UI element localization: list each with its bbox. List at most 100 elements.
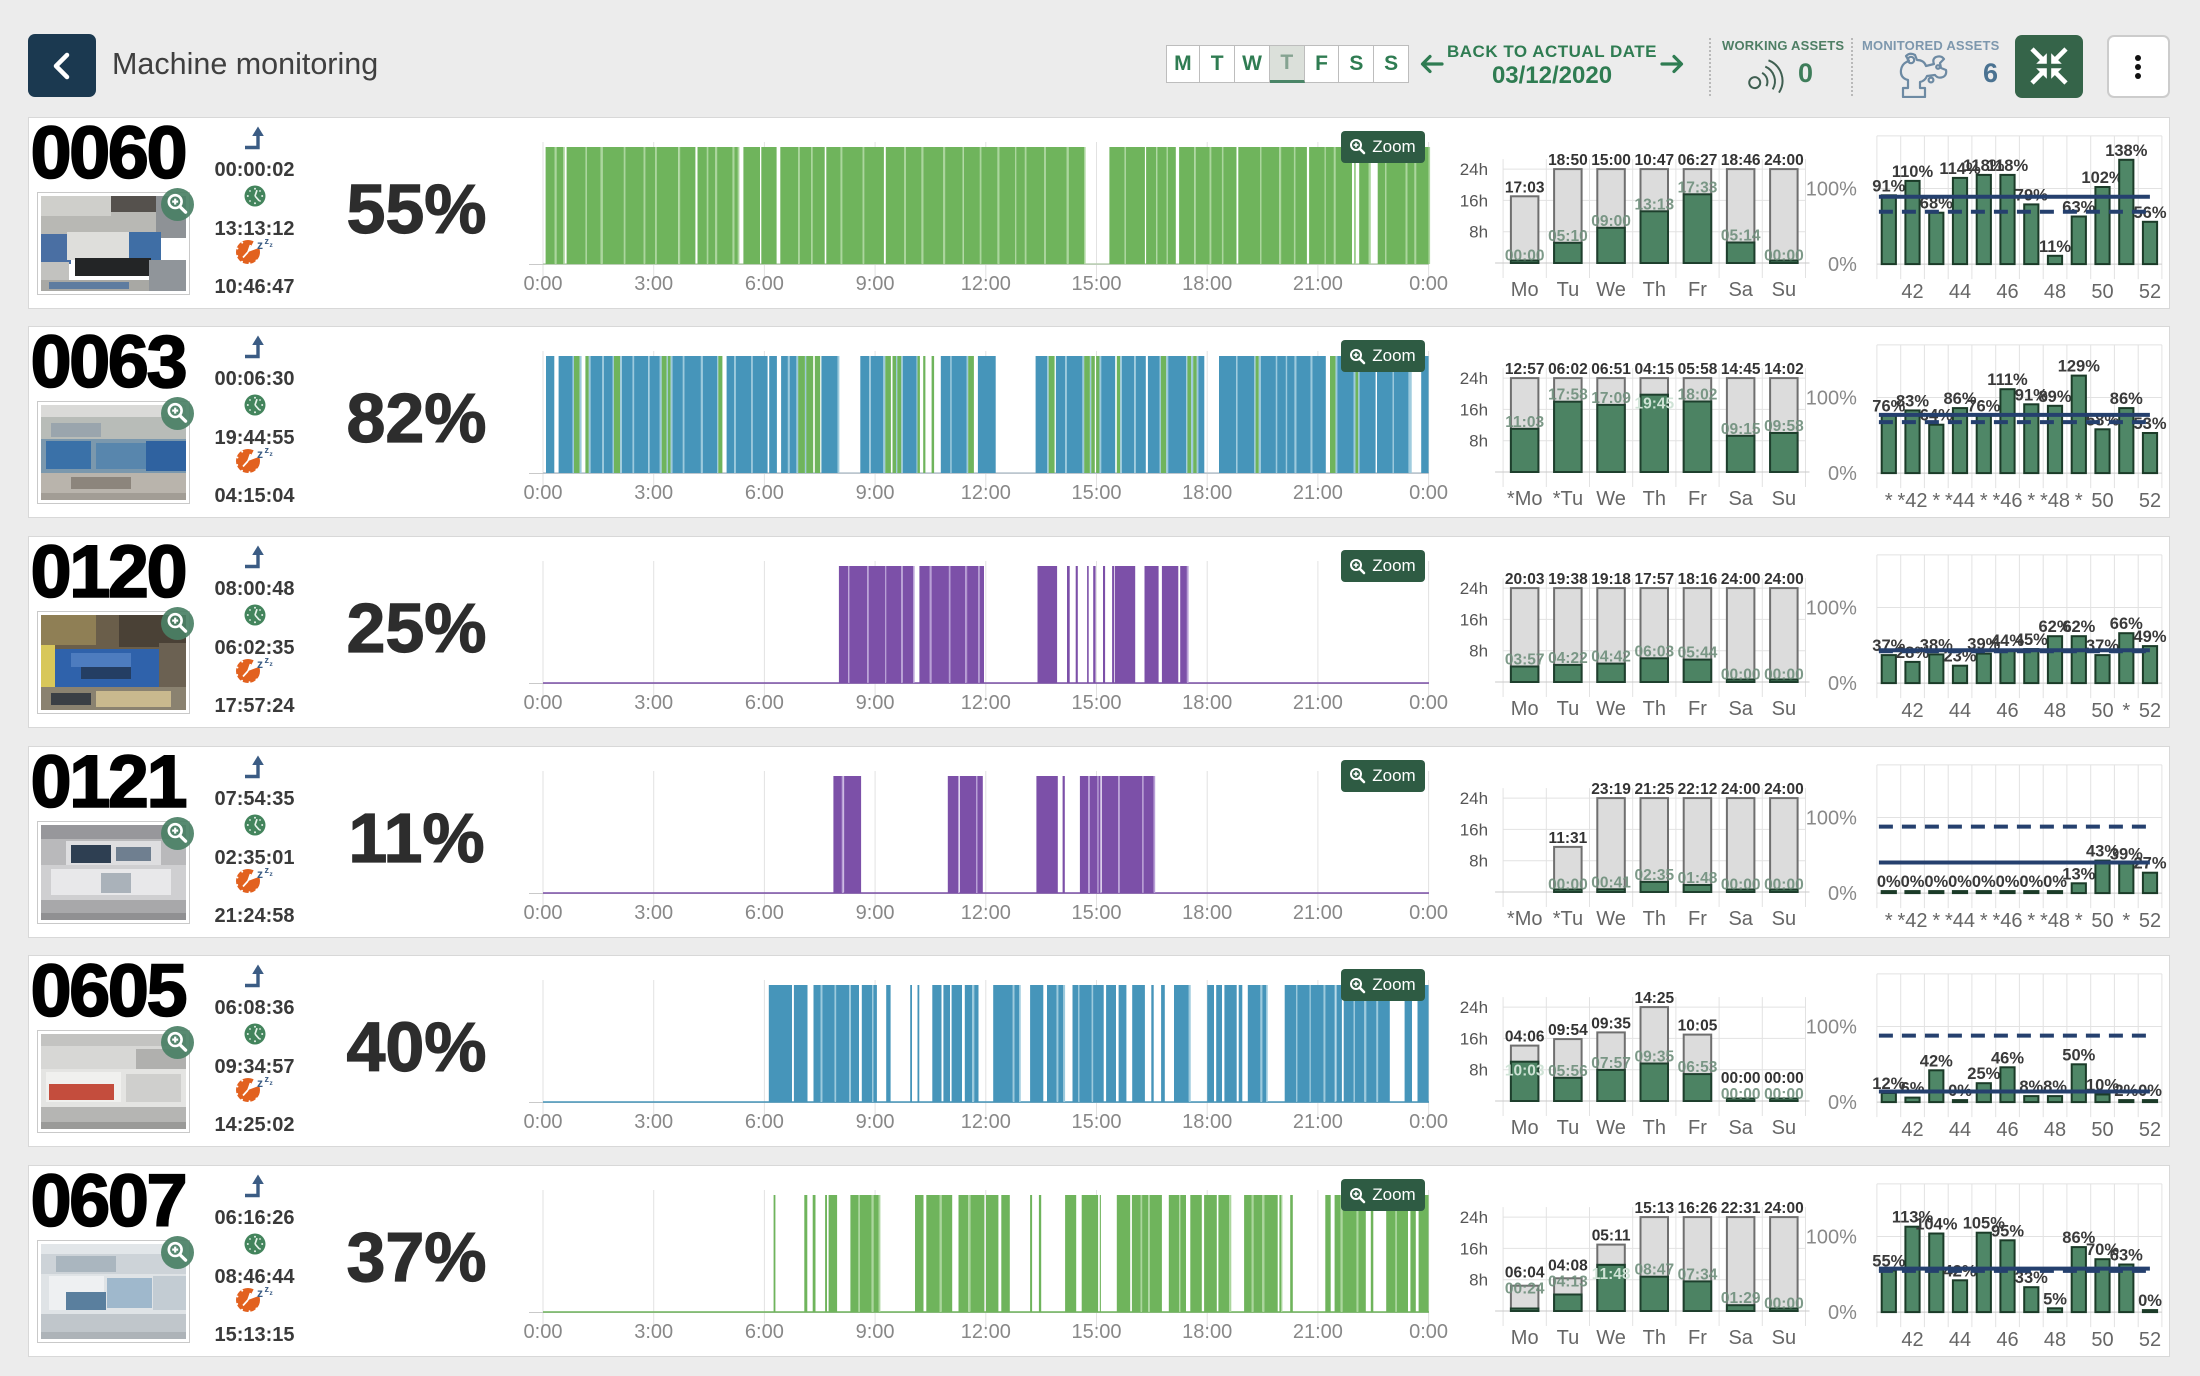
svg-text:3:00: 3:00: [634, 482, 673, 504]
svg-text:04:08: 04:08: [1548, 1257, 1588, 1274]
svg-text:18:00: 18:00: [1182, 1321, 1232, 1343]
svg-text:0:00: 0:00: [523, 1321, 562, 1343]
svg-text:27%: 27%: [2133, 854, 2166, 872]
svg-text:Th: Th: [1642, 488, 1665, 510]
svg-text:6:00: 6:00: [744, 692, 783, 714]
svg-text:Mo: Mo: [1510, 1327, 1538, 1349]
svg-text:*: *: [2027, 490, 2035, 512]
svg-text:44%: 44%: [1990, 632, 2023, 650]
svg-text:12:00: 12:00: [960, 902, 1010, 924]
svg-text:86%: 86%: [1943, 390, 1976, 408]
svg-text:113%: 113%: [1891, 1209, 1933, 1227]
svg-text:Sa: Sa: [1728, 279, 1753, 301]
svg-text:*42: *42: [1897, 490, 1927, 512]
svg-text:22:12: 22:12: [1677, 781, 1717, 798]
svg-text:100%: 100%: [1805, 1227, 1856, 1249]
svg-text:Tu: Tu: [1556, 1327, 1579, 1349]
svg-text:50: 50: [2091, 1329, 2113, 1351]
svg-text:11:03: 11:03: [1505, 414, 1544, 431]
svg-text:z: z: [257, 657, 263, 671]
svg-text:105%: 105%: [1962, 1215, 2005, 1233]
svg-text:100%: 100%: [1805, 598, 1856, 620]
svg-text:Su: Su: [1771, 1327, 1795, 1349]
svg-text:48: 48: [2043, 281, 2065, 303]
svg-text:01:48: 01:48: [1677, 870, 1717, 887]
svg-text:0%: 0%: [2019, 873, 2043, 891]
svg-text:12:00: 12:00: [960, 273, 1010, 295]
svg-text:*: *: [2122, 910, 2130, 932]
svg-text:0:00: 0:00: [523, 1111, 562, 1133]
svg-text:104%: 104%: [1915, 1216, 1958, 1234]
svg-text:z: z: [257, 867, 263, 881]
svg-text:05:58: 05:58: [1677, 361, 1717, 378]
svg-text:48: 48: [2043, 1119, 2065, 1141]
svg-text:18:00: 18:00: [1182, 273, 1232, 295]
svg-text:20:03: 20:03: [1504, 571, 1544, 588]
svg-text:We: We: [1596, 698, 1626, 720]
svg-text:46%: 46%: [1990, 1050, 2023, 1068]
svg-text:*44: *44: [1944, 490, 1974, 512]
svg-text:05:11: 05:11: [1591, 1228, 1630, 1245]
svg-text:6:00: 6:00: [744, 1111, 783, 1133]
svg-text:111%: 111%: [1987, 372, 2028, 390]
svg-text:23:19: 23:19: [1591, 781, 1631, 798]
svg-text:Th: Th: [1642, 279, 1665, 301]
svg-text:*: *: [2074, 910, 2082, 932]
svg-text:3:00: 3:00: [634, 273, 673, 295]
svg-text:Su: Su: [1771, 698, 1795, 720]
svg-text:04:15: 04:15: [1634, 361, 1674, 378]
svg-text:76%: 76%: [1872, 398, 1905, 416]
svg-text:42: 42: [1901, 700, 1923, 722]
svg-text:*Tu: *Tu: [1552, 488, 1582, 510]
svg-text:z: z: [269, 451, 273, 458]
svg-text:11:31: 11:31: [1548, 830, 1587, 847]
svg-text:00:00: 00:00: [1720, 1070, 1760, 1087]
svg-text:102%: 102%: [2081, 169, 2124, 187]
svg-text:0%: 0%: [1827, 463, 1856, 485]
svg-text:100%: 100%: [1805, 1017, 1856, 1039]
svg-text:0:00: 0:00: [1409, 482, 1448, 504]
svg-text:09:00: 09:00: [1591, 212, 1631, 229]
svg-text:55%: 55%: [1872, 1253, 1905, 1271]
svg-text:06:51: 06:51: [1591, 361, 1631, 378]
svg-text:17:57: 17:57: [1634, 571, 1674, 588]
svg-text:Su: Su: [1771, 488, 1795, 510]
svg-text:0%: 0%: [1900, 873, 1924, 891]
svg-text:16h: 16h: [1459, 191, 1487, 210]
svg-text:0:00: 0:00: [1409, 902, 1448, 924]
svg-text:18:00: 18:00: [1182, 692, 1232, 714]
svg-text:Su: Su: [1771, 908, 1795, 930]
svg-text:*: *: [1932, 490, 1940, 512]
svg-text:6%: 6%: [1900, 1080, 1924, 1098]
svg-text:0:00: 0:00: [523, 692, 562, 714]
svg-text:3:00: 3:00: [634, 902, 673, 924]
svg-text:66%: 66%: [2109, 615, 2142, 633]
svg-text:100%: 100%: [1805, 388, 1856, 410]
svg-text:48: 48: [2043, 700, 2065, 722]
svg-text:17:58: 17:58: [1548, 387, 1588, 404]
svg-text:00:00: 00:00: [1764, 247, 1804, 264]
svg-text:0%: 0%: [1827, 883, 1856, 905]
svg-text:19:38: 19:38: [1548, 571, 1588, 588]
svg-text:z: z: [269, 871, 273, 878]
svg-text:15:00: 15:00: [1071, 692, 1121, 714]
svg-text:*: *: [2074, 490, 2082, 512]
svg-text:50: 50: [2091, 281, 2113, 303]
svg-text:We: We: [1596, 908, 1626, 930]
svg-text:76%: 76%: [1967, 398, 2000, 416]
svg-text:0%: 0%: [1995, 873, 2019, 891]
svg-text:Mo: Mo: [1510, 1117, 1538, 1139]
svg-text:52: 52: [2138, 910, 2160, 932]
svg-text:17:03: 17:03: [1504, 179, 1544, 196]
svg-text:Fr: Fr: [1688, 488, 1707, 510]
svg-text:21:00: 21:00: [1292, 482, 1342, 504]
svg-text:8h: 8h: [1469, 851, 1488, 870]
svg-text:06:27: 06:27: [1677, 152, 1717, 169]
svg-text:9:00: 9:00: [855, 1111, 894, 1133]
svg-text:46: 46: [1996, 700, 2018, 722]
svg-text:6:00: 6:00: [744, 482, 783, 504]
svg-text:09:35: 09:35: [1634, 1049, 1674, 1066]
svg-text:33%: 33%: [2014, 1269, 2047, 1287]
svg-text:03:57: 03:57: [1504, 652, 1544, 669]
svg-text:44: 44: [1948, 1329, 1970, 1351]
